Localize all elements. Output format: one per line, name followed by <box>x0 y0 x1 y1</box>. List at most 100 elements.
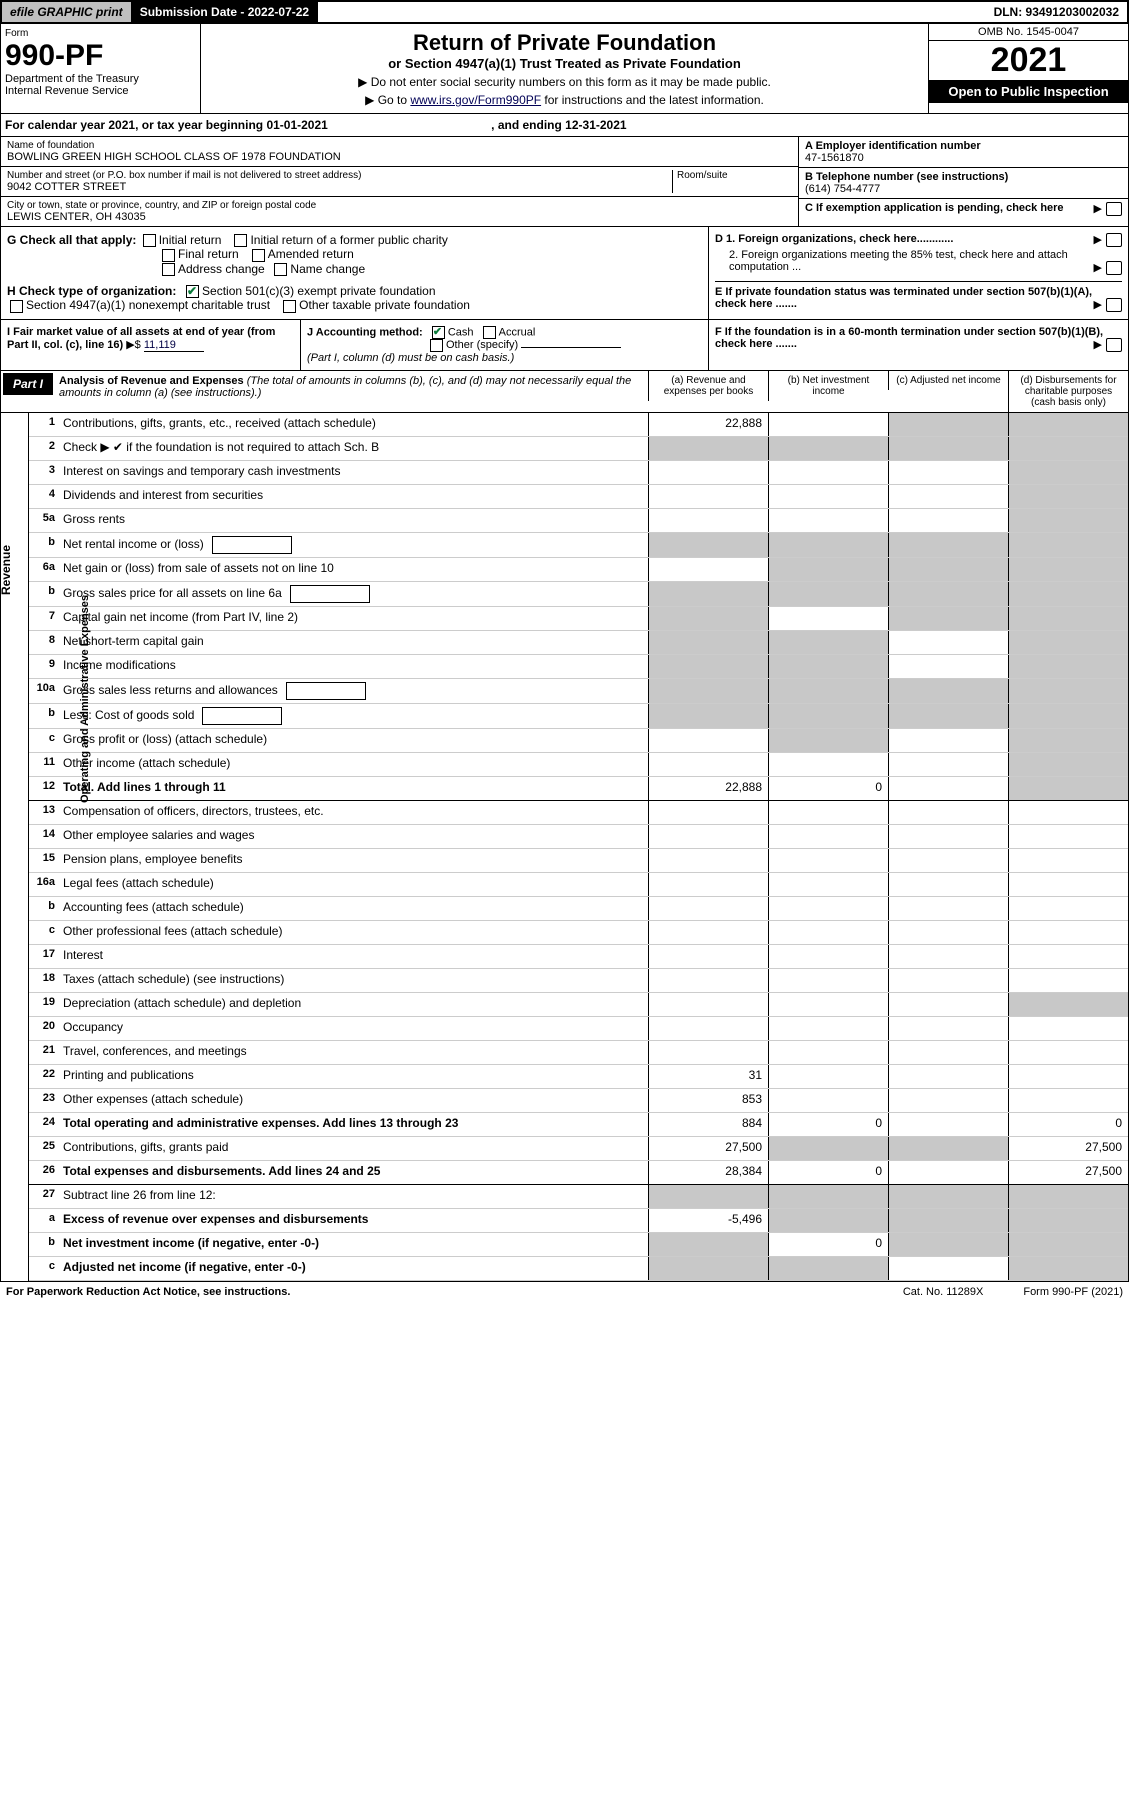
dept-treasury: Department of the Treasury <box>5 73 196 85</box>
row-number: 1 <box>29 413 61 436</box>
501c3-checkbox[interactable] <box>186 285 199 298</box>
cell-a <box>648 873 768 896</box>
cell-d <box>1008 801 1128 824</box>
cell-d <box>1008 825 1128 848</box>
table-row: 17Interest <box>29 945 1128 969</box>
row-number: 16a <box>29 873 61 896</box>
city-state-zip: LEWIS CENTER, OH 43035 <box>7 211 792 223</box>
cell-c <box>888 849 1008 872</box>
cell-c <box>888 509 1008 532</box>
cell-d <box>1008 679 1128 703</box>
table-row: bGross sales price for all assets on lin… <box>29 582 1128 607</box>
row-number: a <box>29 1209 61 1232</box>
c-checkbox[interactable] <box>1106 202 1122 216</box>
name-change-checkbox[interactable] <box>274 263 287 276</box>
cell-d <box>1008 921 1128 944</box>
cell-a <box>648 945 768 968</box>
efile-print-button[interactable]: efile GRAPHIC print <box>2 2 132 22</box>
d2-checkbox[interactable] <box>1106 261 1122 275</box>
cell-a: 31 <box>648 1065 768 1088</box>
cash-checkbox[interactable] <box>432 326 445 339</box>
d1-label: D 1. Foreign organizations, check here..… <box>715 233 953 245</box>
row-label: Pension plans, employee benefits <box>61 849 648 872</box>
row-number: c <box>29 1257 61 1280</box>
cell-d <box>1008 582 1128 606</box>
cell-b <box>768 1089 888 1112</box>
cell-c <box>888 1209 1008 1232</box>
other-method-checkbox[interactable] <box>430 339 443 352</box>
cell-c <box>888 1233 1008 1256</box>
row-label: Accounting fees (attach schedule) <box>61 897 648 920</box>
cell-b <box>768 679 888 703</box>
row-number: 13 <box>29 801 61 824</box>
cell-c <box>888 1113 1008 1136</box>
table-row: 18Taxes (attach schedule) (see instructi… <box>29 969 1128 993</box>
cell-c <box>888 1017 1008 1040</box>
other-taxable-checkbox[interactable] <box>283 300 296 313</box>
cell-d <box>1008 461 1128 484</box>
row-label: Other employee salaries and wages <box>61 825 648 848</box>
cell-a: 22,888 <box>648 777 768 800</box>
cell-d <box>1008 897 1128 920</box>
row-label: Other income (attach schedule) <box>61 753 648 776</box>
cell-c <box>888 558 1008 581</box>
initial-former-checkbox[interactable] <box>234 234 247 247</box>
f-checkbox[interactable] <box>1106 338 1122 352</box>
expenses-label: Operating and Administrative Expenses <box>79 595 91 803</box>
cell-b <box>768 558 888 581</box>
part1-title: Analysis of Revenue and Expenses <box>59 375 244 387</box>
c-label: C If exemption application is pending, c… <box>805 202 1064 214</box>
4947a1-checkbox[interactable] <box>10 300 23 313</box>
table-row: 7Capital gain net income (from Part IV, … <box>29 607 1128 631</box>
cell-a <box>648 582 768 606</box>
cell-c <box>888 1089 1008 1112</box>
cell-b <box>768 509 888 532</box>
row-label: Gross sales price for all assets on line… <box>61 582 648 606</box>
row-number: 7 <box>29 607 61 630</box>
cell <box>888 437 1008 460</box>
cell-c <box>888 801 1008 824</box>
final-return-checkbox[interactable] <box>162 249 175 262</box>
cell-d <box>1008 753 1128 776</box>
row-label: Printing and publications <box>61 1065 648 1088</box>
row-number: 22 <box>29 1065 61 1088</box>
table-row: 9Income modifications <box>29 655 1128 679</box>
row-number: 20 <box>29 1017 61 1040</box>
form-subtitle: or Section 4947(a)(1) Trust Treated as P… <box>207 56 922 71</box>
cell-c <box>888 969 1008 992</box>
row-label: Check ▶ ✔ if the foundation is not requi… <box>61 437 648 460</box>
paperwork-notice: For Paperwork Reduction Act Notice, see … <box>6 1286 290 1298</box>
cell-a: 22,888 <box>648 413 768 436</box>
initial-return-checkbox[interactable] <box>143 234 156 247</box>
e-checkbox[interactable] <box>1106 298 1122 312</box>
cell-a <box>648 801 768 824</box>
col-c-header: (c) Adjusted net income <box>888 371 1008 390</box>
accrual-checkbox[interactable] <box>483 326 496 339</box>
irs-link[interactable]: www.irs.gov/Form990PF <box>410 93 541 107</box>
address-change-checkbox[interactable] <box>162 263 175 276</box>
calendar-year-row: For calendar year 2021, or tax year begi… <box>0 114 1129 137</box>
top-bar: efile GRAPHIC print Submission Date - 20… <box>0 0 1129 24</box>
phone: (614) 754-4777 <box>805 183 1122 195</box>
row-label: Excess of revenue over expenses and disb… <box>61 1209 648 1232</box>
row-label: Less: Cost of goods sold <box>61 704 648 728</box>
table-row: 14Other employee salaries and wages <box>29 825 1128 849</box>
d1-checkbox[interactable] <box>1106 233 1122 247</box>
row-label: Gross profit or (loss) (attach schedule) <box>61 729 648 752</box>
row-number: 17 <box>29 945 61 968</box>
row-number: c <box>29 729 61 752</box>
row-label: Dividends and interest from securities <box>61 485 648 508</box>
cell-b <box>768 873 888 896</box>
cell-d <box>1008 969 1128 992</box>
revenue-label: Revenue <box>0 545 13 595</box>
cell-c <box>888 607 1008 630</box>
cell-d <box>1008 1041 1128 1064</box>
row-number: 21 <box>29 1041 61 1064</box>
table-row: 4Dividends and interest from securities <box>29 485 1128 509</box>
row-number: 24 <box>29 1113 61 1136</box>
amended-return-checkbox[interactable] <box>252 249 265 262</box>
table-row: 8Net short-term capital gain <box>29 631 1128 655</box>
table-row: 25Contributions, gifts, grants paid27,50… <box>29 1137 1128 1161</box>
row-number: 5a <box>29 509 61 532</box>
i-label: I Fair market value of all assets at end… <box>7 326 275 351</box>
